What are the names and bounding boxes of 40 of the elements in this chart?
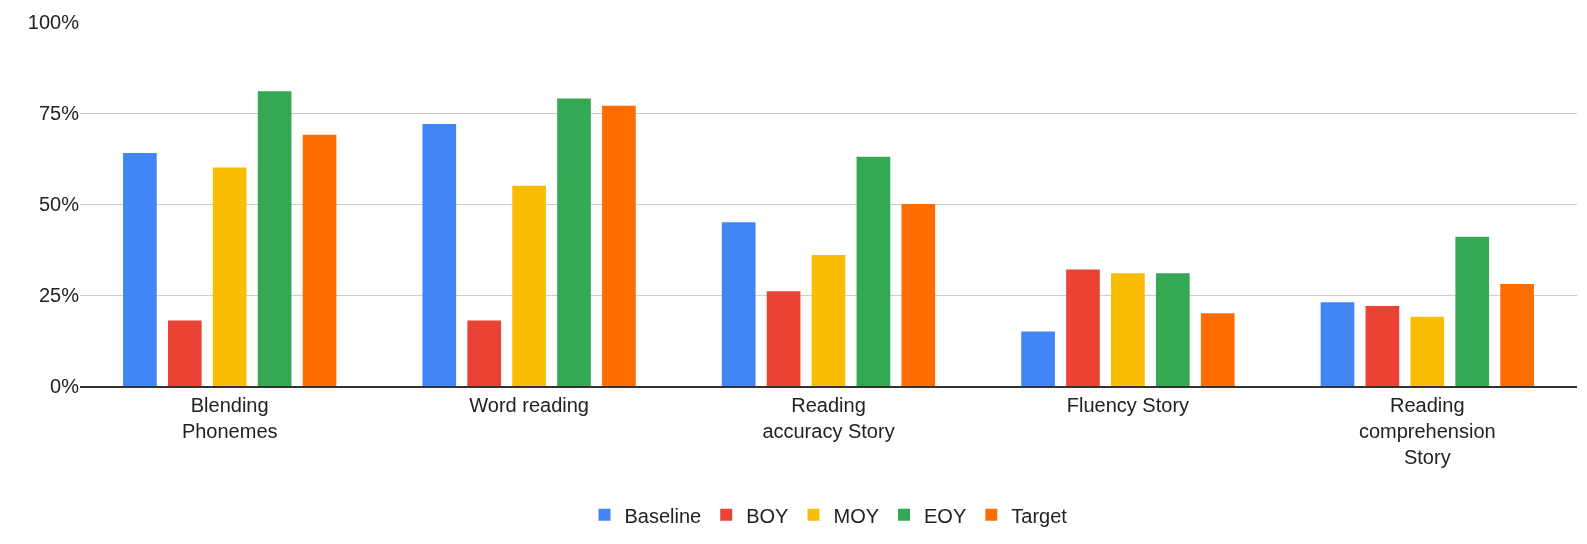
bar — [1066, 269, 1100, 386]
y-tick-label: 100% — [27, 11, 80, 33]
legend-label: MOY — [833, 504, 880, 527]
bar — [512, 185, 546, 386]
bar — [1021, 331, 1055, 386]
bar — [856, 156, 891, 386]
bar — [1365, 305, 1400, 386]
bar — [212, 167, 247, 386]
bar — [167, 320, 202, 386]
bar — [302, 134, 337, 386]
bar — [1155, 273, 1190, 386]
y-tick-label: 0% — [50, 375, 80, 397]
bar — [721, 222, 756, 386]
y-tick-label: 75% — [38, 102, 80, 124]
bar — [1111, 273, 1145, 386]
bar — [811, 254, 846, 386]
legend-label: EOY — [924, 504, 967, 527]
x-tick-label: Blending Phonemes — [181, 393, 278, 442]
bar — [1500, 284, 1534, 386]
bar — [123, 153, 157, 386]
bar — [1455, 236, 1490, 386]
x-tick-label: Word reading — [469, 393, 589, 416]
bar — [467, 320, 502, 386]
bar — [901, 204, 936, 386]
bar — [257, 91, 292, 386]
bar — [1410, 316, 1445, 386]
bar — [766, 291, 801, 386]
legend-label: Baseline — [624, 504, 702, 527]
bar — [557, 98, 591, 386]
x-tick-label: Reading accuracy Story — [762, 393, 895, 442]
y-tick-label: 25% — [38, 284, 80, 306]
legend-label: BOY — [746, 504, 789, 527]
legend-label: Target — [1011, 504, 1068, 527]
bar — [602, 105, 636, 386]
bar — [1200, 313, 1235, 386]
x-tick-label: Reading comprehension Story — [1358, 393, 1496, 468]
x-tick-label: Fluency Story — [1066, 393, 1190, 416]
bar — [1320, 302, 1355, 386]
y-tick-label: 50% — [38, 193, 80, 215]
bar — [422, 123, 457, 386]
